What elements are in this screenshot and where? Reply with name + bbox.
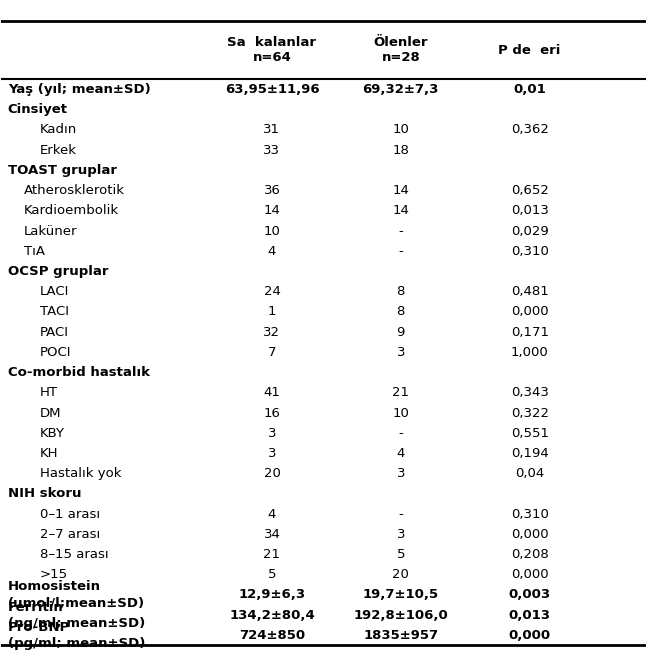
Text: 63,95±11,96: 63,95±11,96 — [225, 83, 319, 96]
Text: Erkek: Erkek — [40, 143, 77, 157]
Text: 41: 41 — [263, 386, 280, 400]
Text: 0,362: 0,362 — [510, 124, 549, 136]
Text: 8: 8 — [397, 305, 405, 318]
Text: -: - — [399, 508, 403, 521]
Text: 0,343: 0,343 — [510, 386, 549, 400]
Text: 0,04: 0,04 — [515, 467, 544, 480]
Text: 34: 34 — [263, 528, 280, 541]
Text: 0,310: 0,310 — [510, 508, 549, 521]
Text: TıA: TıA — [24, 245, 45, 258]
Text: 0,029: 0,029 — [510, 225, 549, 238]
Text: 20: 20 — [392, 569, 410, 581]
Text: TACI: TACI — [40, 305, 69, 318]
Text: 36: 36 — [263, 184, 280, 197]
Text: 5: 5 — [268, 569, 276, 581]
Text: 8: 8 — [397, 285, 405, 298]
Text: 0,322: 0,322 — [510, 407, 549, 419]
Text: Kardioembolik: Kardioembolik — [24, 204, 119, 217]
Text: Atherosklerotik: Atherosklerotik — [24, 184, 125, 197]
Text: Hastalık yok: Hastalık yok — [40, 467, 122, 480]
Text: 3: 3 — [268, 447, 276, 460]
Text: 1: 1 — [268, 305, 276, 318]
Text: 3: 3 — [397, 467, 405, 480]
Text: >15: >15 — [40, 569, 68, 581]
Text: 0,003: 0,003 — [509, 588, 551, 601]
Text: 0,171: 0,171 — [510, 326, 549, 339]
Text: 10: 10 — [392, 407, 410, 419]
Text: DM: DM — [40, 407, 61, 419]
Text: 14: 14 — [263, 204, 280, 217]
Text: Ferritin
(ng/ml; mean±SD): Ferritin (ng/ml; mean±SD) — [8, 601, 145, 629]
Text: 0,000: 0,000 — [511, 528, 549, 541]
Text: 3: 3 — [268, 426, 276, 440]
Text: Kadın: Kadın — [40, 124, 77, 136]
Text: Cinsiyet: Cinsiyet — [8, 103, 68, 117]
Text: 3: 3 — [397, 528, 405, 541]
Text: 0,208: 0,208 — [510, 548, 549, 561]
Text: 0,000: 0,000 — [509, 629, 551, 642]
Text: Laküner: Laküner — [24, 225, 78, 238]
Text: 0,013: 0,013 — [510, 204, 549, 217]
Text: 20: 20 — [263, 467, 280, 480]
Text: 21: 21 — [392, 386, 410, 400]
Text: 14: 14 — [392, 184, 410, 197]
Text: 1,000: 1,000 — [510, 346, 549, 359]
Text: -: - — [399, 245, 403, 258]
Text: NIH skoru: NIH skoru — [8, 487, 82, 500]
Text: OCSP gruplar: OCSP gruplar — [8, 265, 108, 278]
Text: 724±850: 724±850 — [239, 629, 305, 642]
Text: KH: KH — [40, 447, 58, 460]
Text: 14: 14 — [392, 204, 410, 217]
Text: 12,9±6,3: 12,9±6,3 — [238, 588, 305, 601]
Text: 4: 4 — [268, 245, 276, 258]
Text: 21: 21 — [263, 548, 280, 561]
Text: -: - — [399, 426, 403, 440]
Text: 0,000: 0,000 — [511, 305, 549, 318]
Text: 16: 16 — [263, 407, 280, 419]
Text: 0,481: 0,481 — [510, 285, 549, 298]
Text: 4: 4 — [268, 508, 276, 521]
Text: POCI: POCI — [40, 346, 72, 359]
Text: 31: 31 — [263, 124, 280, 136]
Text: Co-morbid hastalık: Co-morbid hastalık — [8, 366, 150, 379]
Text: 69,32±7,3: 69,32±7,3 — [362, 83, 439, 96]
Text: 8–15 arası: 8–15 arası — [40, 548, 109, 561]
Text: Ölenler
n=28: Ölenler n=28 — [373, 36, 428, 64]
Text: HT: HT — [40, 386, 58, 400]
Text: 24: 24 — [263, 285, 280, 298]
Text: 192,8±106,0: 192,8±106,0 — [353, 608, 448, 622]
Text: 0,000: 0,000 — [511, 569, 549, 581]
Text: 1835±957: 1835±957 — [363, 629, 439, 642]
Text: Pro-BNP
(pg/ml; mean±SD): Pro-BNP (pg/ml; mean±SD) — [8, 621, 145, 650]
Text: 10: 10 — [263, 225, 280, 238]
Text: 0–1 arası: 0–1 arası — [40, 508, 100, 521]
Text: 19,7±10,5: 19,7±10,5 — [363, 588, 439, 601]
Text: 10: 10 — [392, 124, 410, 136]
Text: Sa  kalanlar
n=64: Sa kalanlar n=64 — [228, 36, 316, 64]
Text: 5: 5 — [397, 548, 405, 561]
Text: 134,2±80,4: 134,2±80,4 — [229, 608, 315, 622]
Text: 32: 32 — [263, 326, 280, 339]
Text: 0,013: 0,013 — [509, 608, 551, 622]
Text: Yaş (yıl; mean±SD): Yaş (yıl; mean±SD) — [8, 83, 151, 96]
Text: KBY: KBY — [40, 426, 65, 440]
Text: 18: 18 — [392, 143, 410, 157]
Text: 2–7 arası: 2–7 arası — [40, 528, 100, 541]
Text: 7: 7 — [268, 346, 276, 359]
Text: 0,310: 0,310 — [510, 245, 549, 258]
Text: 0,194: 0,194 — [510, 447, 549, 460]
Text: 3: 3 — [397, 346, 405, 359]
Text: LACI: LACI — [40, 285, 69, 298]
Text: -: - — [399, 225, 403, 238]
Text: Homosistein
(umol/l;mean±SD): Homosistein (umol/l;mean±SD) — [8, 580, 145, 609]
Text: 4: 4 — [397, 447, 405, 460]
Text: 33: 33 — [263, 143, 280, 157]
Text: PACI: PACI — [40, 326, 69, 339]
Text: 9: 9 — [397, 326, 405, 339]
Text: TOAST gruplar: TOAST gruplar — [8, 164, 117, 177]
Text: 0,01: 0,01 — [513, 83, 546, 96]
Text: P de  eri: P de eri — [498, 44, 561, 57]
Text: 0,652: 0,652 — [510, 184, 549, 197]
Text: 0,551: 0,551 — [510, 426, 549, 440]
